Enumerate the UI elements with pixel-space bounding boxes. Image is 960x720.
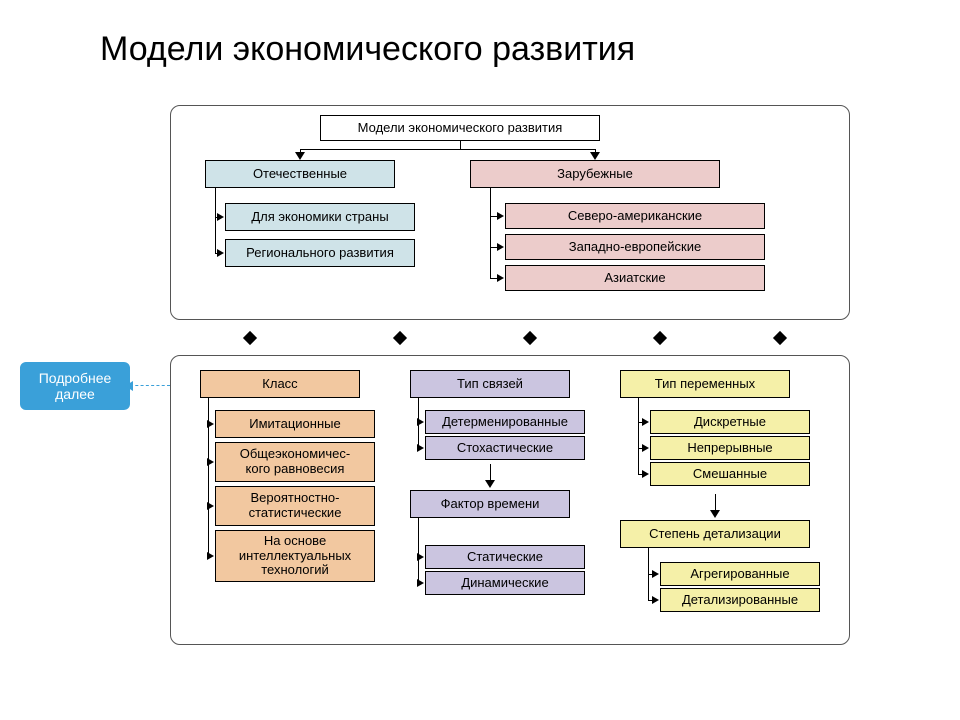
arrow-right-icon bbox=[642, 444, 649, 452]
class-item-1: Общеэкономичес- кого равновесия bbox=[215, 442, 375, 482]
page-title: Модели экономического развития bbox=[100, 30, 635, 69]
connector-line bbox=[638, 398, 639, 474]
connector-line bbox=[208, 398, 209, 556]
foreign-header: Зарубежные bbox=[470, 160, 720, 188]
arrow-right-icon bbox=[642, 418, 649, 426]
link-arrowhead bbox=[125, 381, 133, 391]
arrow-right-icon bbox=[497, 212, 504, 220]
detail-item-0: Агрегированные bbox=[660, 562, 820, 586]
domestic-header: Отечественные bbox=[205, 160, 395, 188]
root-box: Модели экономического развития bbox=[320, 115, 600, 141]
vartype-item-1: Непрерывные bbox=[650, 436, 810, 460]
arrow-right-icon bbox=[217, 249, 224, 257]
class-item-0: Имитационные bbox=[215, 410, 375, 438]
arrow-right-icon bbox=[642, 470, 649, 478]
link-arrow bbox=[130, 385, 170, 386]
class-header: Класс bbox=[200, 370, 360, 398]
arrow-right-icon bbox=[497, 243, 504, 251]
linktype-header: Тип связей bbox=[410, 370, 570, 398]
timefactor-item-0: Статические bbox=[425, 545, 585, 569]
diamond-icon bbox=[393, 331, 407, 345]
connector-line bbox=[490, 464, 491, 482]
connector-line bbox=[300, 149, 595, 150]
connector-line bbox=[715, 494, 716, 512]
diamond-icon bbox=[653, 331, 667, 345]
connector-line bbox=[418, 398, 419, 448]
details-link[interactable]: Подробнее далее bbox=[20, 362, 130, 410]
timefactor-header: Фактор времени bbox=[410, 490, 570, 518]
details-link-label: Подробнее далее bbox=[39, 370, 112, 402]
domestic-item-0: Для экономики страны bbox=[225, 203, 415, 231]
domestic-item-1: Регионального развития bbox=[225, 239, 415, 267]
foreign-item-0: Северо-американские bbox=[505, 203, 765, 229]
connector-line bbox=[648, 548, 649, 600]
connector-line bbox=[490, 188, 491, 278]
detail-header: Степень детализации bbox=[620, 520, 810, 548]
linktype-item-0: Детерменированные bbox=[425, 410, 585, 434]
diamond-icon bbox=[243, 331, 257, 345]
diamond-icon bbox=[523, 331, 537, 345]
vartype-item-0: Дискретные bbox=[650, 410, 810, 434]
vartype-header: Тип переменных bbox=[620, 370, 790, 398]
arrow-right-icon bbox=[497, 274, 504, 282]
foreign-item-2: Азиатские bbox=[505, 265, 765, 291]
timefactor-item-1: Динамические bbox=[425, 571, 585, 595]
arrow-right-icon bbox=[652, 570, 659, 578]
arrow-right-icon bbox=[652, 596, 659, 604]
foreign-item-1: Западно-европейские bbox=[505, 234, 765, 260]
vartype-item-2: Смешанные bbox=[650, 462, 810, 486]
class-item-3: На основе интеллектуальных технологий bbox=[215, 530, 375, 582]
diamond-icon bbox=[773, 331, 787, 345]
connector-line bbox=[215, 188, 216, 253]
arrow-down-icon bbox=[590, 152, 600, 160]
linktype-item-1: Стохастические bbox=[425, 436, 585, 460]
connector-line bbox=[460, 141, 461, 149]
connector-line bbox=[418, 518, 419, 583]
class-item-2: Вероятностно- статистические bbox=[215, 486, 375, 526]
arrow-right-icon bbox=[217, 213, 224, 221]
detail-item-1: Детализированные bbox=[660, 588, 820, 612]
arrow-down-icon bbox=[295, 152, 305, 160]
